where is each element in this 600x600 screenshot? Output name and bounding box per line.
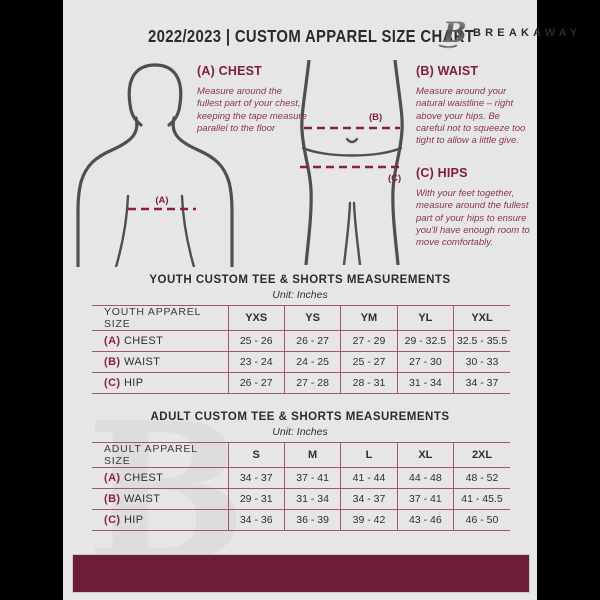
youth-section-unit: Unit: Inches bbox=[272, 289, 328, 301]
hips-marker-label: (C) bbox=[388, 173, 401, 184]
youth-hip-row: (C) HIP 26 - 27 27 - 28 28 - 31 31 - 34 … bbox=[92, 372, 510, 394]
youth-chest-row: (A) CHEST 25 - 26 26 - 27 27 - 29 29 - 3… bbox=[92, 330, 510, 352]
adult-hip-m: 36 - 39 bbox=[283, 509, 341, 531]
adult-waist-row: (B) WAIST 29 - 31 31 - 34 34 - 37 37 - 4… bbox=[92, 488, 510, 510]
youth-size-yl: YL bbox=[396, 305, 454, 331]
youth-hip-yl: 31 - 34 bbox=[396, 372, 454, 394]
youth-chest-yxl: 32.5 - 35.5 bbox=[453, 330, 510, 352]
youth-size-yxl: YXL bbox=[453, 305, 510, 331]
adult-chest-xl: 44 - 48 bbox=[396, 467, 454, 489]
adult-table-header-row: ADULT APPAREL SIZE S M L XL 2XL bbox=[92, 442, 510, 468]
adult-waist-s: 29 - 31 bbox=[227, 488, 285, 510]
youth-chest-yl: 29 - 32.5 bbox=[396, 330, 454, 352]
youth-size-table: YOUTH APPAREL SIZE YXS YS YM YL YXL (A) … bbox=[92, 305, 510, 394]
youth-hip-yxs: 26 - 27 bbox=[227, 372, 285, 394]
hips-instruction-heading: (C) HIPS bbox=[416, 166, 468, 180]
adult-waist-2xl: 41 - 45.5 bbox=[453, 488, 510, 510]
youth-chest-ym: 27 - 29 bbox=[340, 330, 398, 352]
chest-instruction-heading: (A) CHEST bbox=[197, 64, 262, 78]
chest-instruction-text: Measure around the fullest part of your … bbox=[197, 86, 307, 134]
row-label: HIP bbox=[123, 514, 144, 526]
youth-chest-yxs: 25 - 26 bbox=[227, 330, 285, 352]
youth-chest-ys: 26 - 27 bbox=[283, 330, 341, 352]
row-label: WAIST bbox=[123, 356, 161, 368]
row-prefix: (C) bbox=[104, 377, 121, 389]
svg-text:B: B bbox=[442, 16, 465, 49]
adult-table-header-cell: ADULT APPAREL SIZE bbox=[104, 443, 198, 467]
adult-chest-l: 41 - 44 bbox=[340, 467, 398, 489]
adult-chest-s: 34 - 37 bbox=[227, 467, 285, 489]
youth-size-ys: YS bbox=[283, 305, 341, 331]
row-prefix: (B) bbox=[104, 356, 121, 368]
footer-bar bbox=[72, 554, 530, 593]
adult-hip-row: (C) HIP 34 - 36 36 - 39 39 - 42 43 - 46 … bbox=[92, 509, 510, 531]
youth-section-title: YOUTH CUSTOM TEE & SHORTS MEASUREMENTS bbox=[149, 274, 451, 286]
row-prefix: (A) bbox=[104, 335, 121, 347]
youth-hip-yxl: 34 - 37 bbox=[453, 372, 510, 394]
youth-table-header-row: YOUTH APPAREL SIZE YXS YS YM YL YXL bbox=[92, 305, 510, 331]
youth-waist-row: (B) WAIST 23 - 24 24 - 25 25 - 27 27 - 3… bbox=[92, 351, 510, 373]
brand-name: BREAKAWAY bbox=[473, 27, 582, 39]
waist-instruction: (B) WAIST Measure around your natural wa… bbox=[416, 64, 530, 147]
adult-section-title: ADULT CUSTOM TEE & SHORTS MEASUREMENTS bbox=[150, 411, 450, 423]
youth-waist-yxl: 30 - 33 bbox=[453, 351, 510, 373]
chest-instruction: (A) CHEST Measure around the fullest par… bbox=[197, 64, 309, 135]
row-label: HIP bbox=[123, 377, 144, 389]
breakaway-logo-icon: B bbox=[435, 16, 465, 49]
hips-instruction: (C) HIPS With your feet together, measur… bbox=[416, 166, 536, 249]
adult-size-l: L bbox=[340, 442, 398, 468]
adult-size-xl: XL bbox=[396, 442, 454, 468]
adult-size-table: ADULT APPAREL SIZE S M L XL 2XL (A) CHES… bbox=[92, 442, 510, 531]
youth-size-yxs: YXS bbox=[227, 305, 285, 331]
youth-waist-ys: 24 - 25 bbox=[283, 351, 341, 373]
row-prefix: (A) bbox=[104, 472, 121, 484]
chest-marker-label: (A) bbox=[155, 195, 168, 206]
youth-table-header-cell: YOUTH APPAREL SIZE bbox=[104, 306, 201, 330]
adult-section-unit: Unit: Inches bbox=[272, 426, 328, 438]
waist-instruction-text: Measure around your natural waistline – … bbox=[416, 86, 526, 147]
youth-hip-ys: 27 - 28 bbox=[283, 372, 341, 394]
row-label: CHEST bbox=[123, 472, 164, 484]
row-prefix: (B) bbox=[104, 493, 121, 505]
hips-instruction-text: With your feet together, measure around … bbox=[416, 188, 530, 249]
adult-size-2xl: 2XL bbox=[453, 442, 510, 468]
youth-waist-yxs: 23 - 24 bbox=[227, 351, 285, 373]
adult-chest-row: (A) CHEST 34 - 37 37 - 41 41 - 44 44 - 4… bbox=[92, 467, 510, 489]
youth-waist-yl: 27 - 30 bbox=[396, 351, 454, 373]
adult-chest-2xl: 48 - 52 bbox=[453, 467, 510, 489]
lower-body-diagram: (B) (C) bbox=[300, 60, 404, 265]
brand-block: B BREAKAWAY bbox=[433, 16, 581, 50]
page-title: 2022/2023 | CUSTOM APPAREL SIZE CHART bbox=[148, 26, 475, 46]
adult-size-s: S bbox=[227, 442, 285, 468]
adult-waist-m: 31 - 34 bbox=[283, 488, 341, 510]
adult-size-m: M bbox=[283, 442, 341, 468]
adult-hip-2xl: 46 - 50 bbox=[453, 509, 510, 531]
row-label: WAIST bbox=[123, 493, 161, 505]
adult-waist-xl: 37 - 41 bbox=[396, 488, 454, 510]
adult-hip-l: 39 - 42 bbox=[340, 509, 398, 531]
row-label: CHEST bbox=[123, 335, 164, 347]
youth-waist-ym: 25 - 27 bbox=[340, 351, 398, 373]
youth-hip-ym: 28 - 31 bbox=[340, 372, 398, 394]
adult-chest-m: 37 - 41 bbox=[283, 467, 341, 489]
adult-hip-xl: 43 - 46 bbox=[396, 509, 454, 531]
youth-size-ym: YM bbox=[340, 305, 398, 331]
waist-instruction-heading: (B) WAIST bbox=[416, 64, 479, 78]
adult-hip-s: 34 - 36 bbox=[227, 509, 285, 531]
torso-diagram: (A) bbox=[76, 63, 234, 267]
row-prefix: (C) bbox=[104, 514, 121, 526]
waist-marker-label: (B) bbox=[369, 112, 382, 123]
adult-waist-l: 34 - 37 bbox=[340, 488, 398, 510]
